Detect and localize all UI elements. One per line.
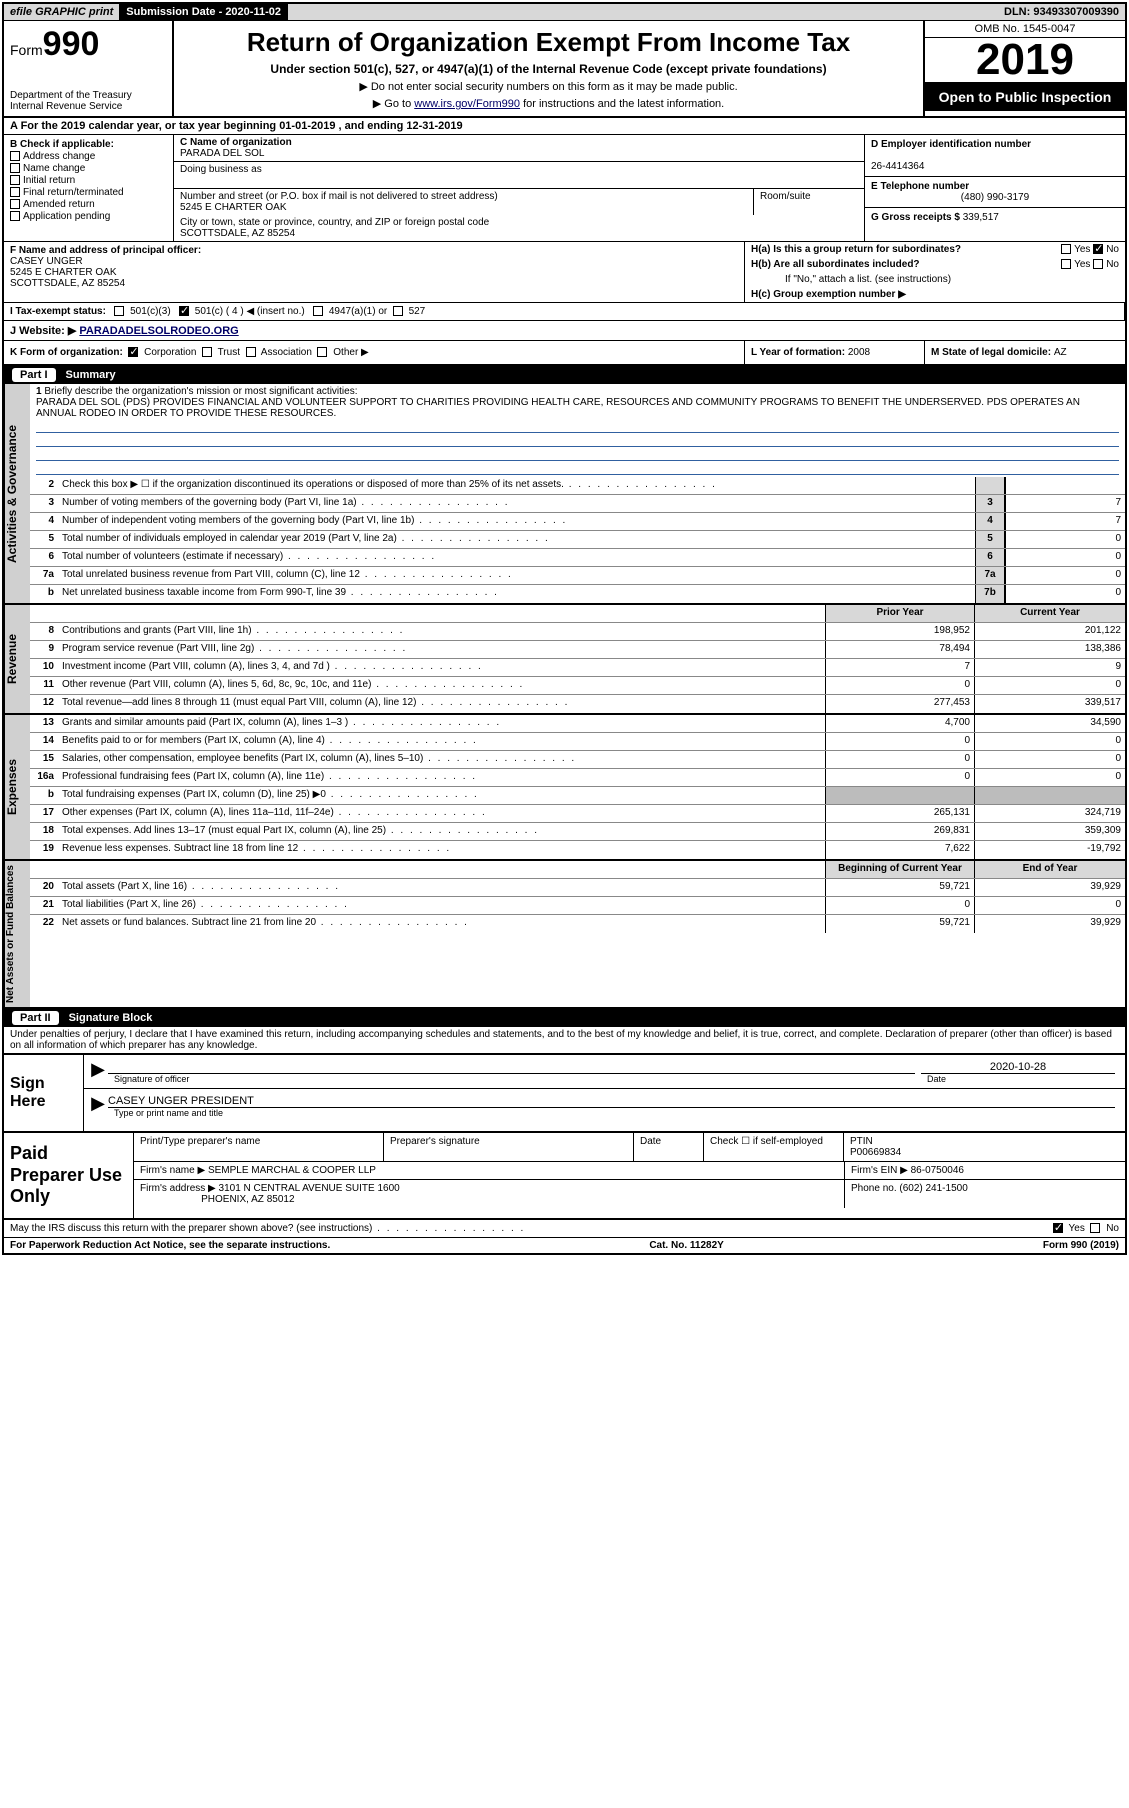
paid-preparer-label: Paid Preparer Use Only [4,1133,134,1218]
row-j-website: J Website: ▶ PARADADELSOLRODEO.ORG [4,321,1125,341]
cat-no: Cat. No. 11282Y [649,1240,723,1251]
tax-year: 2019 [925,38,1125,83]
officer-name: CASEY UNGER PRESIDENT [108,1095,1115,1108]
section-b: B Check if applicable: Address change Na… [4,135,174,241]
prep-self-emp: Check ☐ if self-employed [704,1133,844,1161]
form-subtitle: Under section 501(c), 527, or 4947(a)(1)… [184,62,913,76]
form-number: Form990 [10,25,166,64]
mission-text: PARADA DEL SOL (PDS) PROVIDES FINANCIAL … [36,397,1080,419]
section-h: H(a) Is this a group return for subordin… [745,242,1125,302]
discuss-row: May the IRS discuss this return with the… [4,1220,1125,1238]
row-k-form-org: K Form of organization: Corporation Trus… [4,341,745,364]
sign-date: 2020-10-28 [921,1061,1115,1074]
col-current-year: Current Year [975,605,1125,622]
vlabel-governance: Activities & Governance [4,384,30,603]
form-ref: Form 990 (2019) [1043,1240,1119,1251]
prep-date-hdr: Date [634,1133,704,1161]
signature-label: Signature of officer [108,1074,921,1084]
ptin: P00669834 [850,1147,901,1158]
section-f: F Name and address of principal officer:… [4,242,745,302]
arrow-icon: ▶ [88,1059,108,1084]
form-title: Return of Organization Exempt From Incom… [184,27,913,58]
row-m-state: M State of legal domicile: AZ [925,341,1125,364]
part1-header: Part ISummary [4,366,1125,384]
vlabel-revenue: Revenue [4,605,30,713]
section-d: D Employer identification number26-44143… [865,135,1125,241]
part2-header: Part IISignature Block [4,1009,1125,1027]
col-begin-year: Beginning of Current Year [825,861,975,878]
note-ssn: Do not enter social security numbers on … [184,80,913,93]
row-i-status: I Tax-exempt status: 501(c)(3) 501(c) ( … [4,303,1125,320]
vlabel-netassets: Net Assets or Fund Balances [4,861,30,1007]
irs-link[interactable]: www.irs.gov/Form990 [414,98,520,110]
col-prior-year: Prior Year [825,605,975,622]
public-inspection: Open to Public Inspection [925,83,1125,111]
dln: DLN: 93493307009390 [998,4,1125,20]
firm-name: SEMPLE MARCHAL & COOPER LLP [208,1165,376,1176]
firm-addr: 3101 N CENTRAL AVENUE SUITE 1600 [219,1183,400,1194]
efile-label: efile GRAPHIC print [4,4,120,20]
submission-date: Submission Date - 2020-11-02 [120,4,288,20]
vlabel-expenses: Expenses [4,715,30,859]
paperwork-notice: For Paperwork Reduction Act Notice, see … [10,1240,330,1251]
firm-phone: (602) 241-1500 [899,1183,967,1194]
firm-ein: 86-0750046 [911,1165,964,1176]
prep-name-hdr: Print/Type preparer's name [134,1133,384,1161]
sign-here-label: Sign Here [4,1055,84,1131]
department: Department of the Treasury Internal Reve… [10,90,166,112]
prep-sig-hdr: Preparer's signature [384,1133,634,1161]
section-c: C Name of organizationPARADA DEL SOL Doi… [174,135,865,241]
row-a-period: A For the 2019 calendar year, or tax yea… [4,118,1125,135]
note-link: Go to www.irs.gov/Form990 for instructio… [184,97,913,110]
col-end-year: End of Year [975,861,1125,878]
website-link[interactable]: PARADADELSOLRODEO.ORG [79,325,238,337]
top-bar: efile GRAPHIC print Submission Date - 20… [4,4,1125,21]
row-l-year: L Year of formation: 2008 [745,341,925,364]
arrow-icon: ▶ [88,1093,108,1118]
perjury-statement: Under penalties of perjury, I declare th… [4,1027,1125,1053]
